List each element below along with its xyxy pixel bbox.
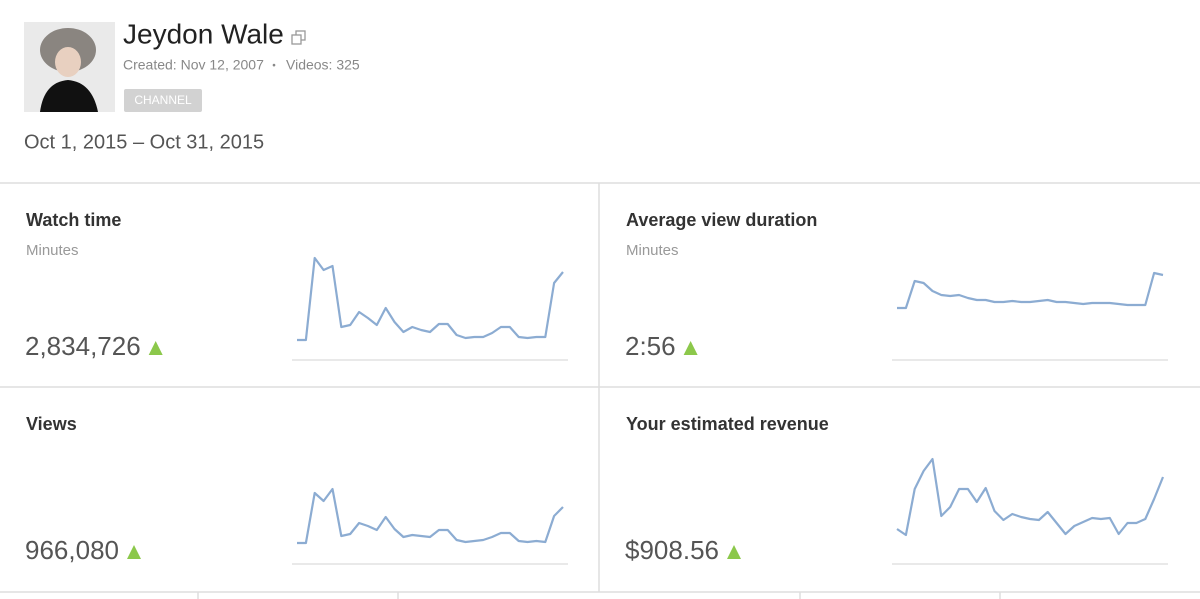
trend-up-icon: [126, 545, 141, 559]
badge: CHANNEL: [134, 93, 192, 107]
metric-unit: Minutes: [626, 242, 679, 259]
video-count: Videos: 325: [286, 57, 360, 73]
metric-title[interactable]: Views: [26, 414, 77, 434]
separator: •: [272, 61, 276, 72]
channel-name[interactable]: Jeydon Wale: [123, 18, 284, 49]
metric-value: $908.56: [625, 535, 719, 565]
trend-up-icon: [148, 341, 163, 355]
metric-title[interactable]: Your estimated revenue: [626, 414, 829, 434]
trend-up-icon: [726, 545, 741, 559]
sparkline: [297, 256, 564, 342]
created-date: Created: Nov 12, 2007: [123, 57, 264, 73]
trend-up-icon: [683, 341, 698, 355]
sparkline: [897, 271, 1164, 310]
sparkline: [297, 487, 564, 545]
metric-value: 966,080: [25, 535, 119, 565]
metric-value: 2,834,726: [25, 331, 141, 361]
metric-title[interactable]: Average view duration: [626, 210, 817, 230]
badge-bg: [124, 89, 202, 112]
date-range[interactable]: Oct 1, 2015 – Oct 31, 2015: [24, 131, 264, 153]
external-link-icon[interactable]: [291, 30, 306, 45]
metric-title[interactable]: Watch time: [26, 210, 121, 230]
metric-unit: Minutes: [26, 242, 79, 259]
metric-value: 2:56: [625, 331, 676, 361]
avatar: [24, 22, 115, 112]
sparkline: [896, 457, 1165, 537]
